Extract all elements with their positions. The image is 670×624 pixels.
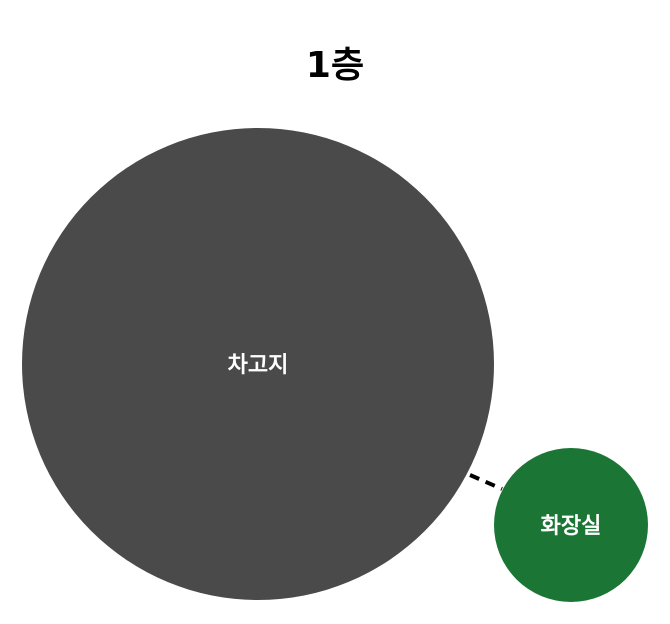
connection-garage-restroom <box>469 473 503 491</box>
room-label-restroom: 화장실 <box>541 514 602 539</box>
floor-title: 1층 <box>305 45 365 86</box>
room-label-garage: 차고지 <box>228 353 289 378</box>
room-circle-garage <box>22 128 494 600</box>
room-node-garage[interactable]: 차고지 <box>22 128 494 600</box>
room-node-restroom[interactable]: 화장실 <box>494 448 648 602</box>
room-circle-restroom <box>494 448 648 602</box>
